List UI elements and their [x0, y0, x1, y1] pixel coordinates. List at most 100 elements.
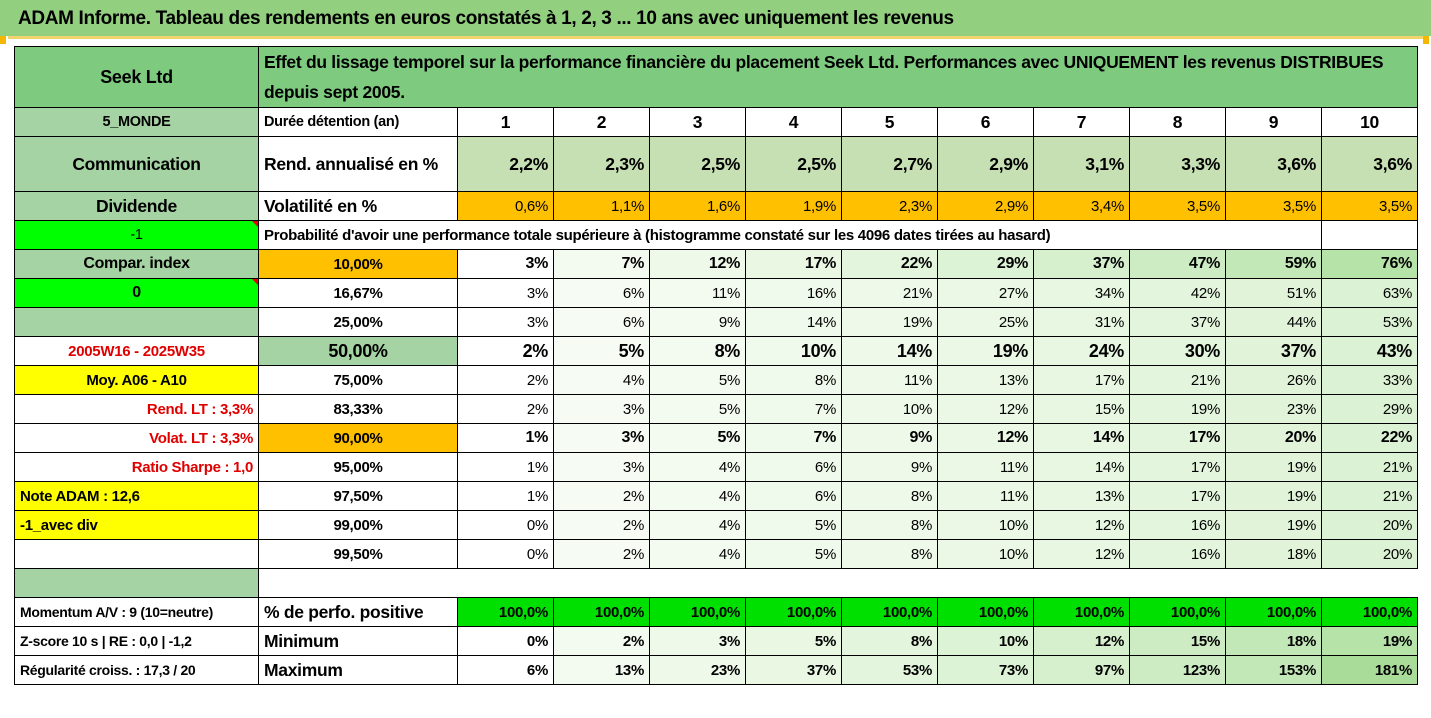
rend-value: 2,3% — [553, 136, 650, 192]
vol-value: 3,5% — [1225, 191, 1322, 221]
min-value: 3% — [649, 626, 746, 656]
max-value: 37% — [745, 655, 842, 685]
rend-value: 2,2% — [457, 136, 554, 192]
prob-value: 3% — [457, 278, 554, 308]
prob-value: 7% — [745, 423, 842, 453]
threshold-cell: 95,00% — [258, 452, 458, 482]
vol-value: 1,6% — [649, 191, 746, 221]
prob-value: 4% — [649, 452, 746, 482]
prob-value: 12% — [937, 394, 1034, 424]
prob-value: 5% — [649, 394, 746, 424]
side-pos-label: Momentum A/V : 9 (10=neutre) — [14, 597, 259, 627]
prob-value: 8% — [841, 539, 938, 569]
year-header: 10 — [1321, 107, 1418, 137]
prob-value: 8% — [745, 365, 842, 395]
rend-lt-label: Rend. LT : 3,3% — [14, 394, 259, 424]
prob-value: 14% — [745, 307, 842, 337]
prob-value: 37% — [1033, 249, 1130, 279]
rend-value: 2,5% — [745, 136, 842, 192]
year-header: 5 — [841, 107, 938, 137]
threshold-cell: 50,00% — [258, 336, 458, 366]
prob-value: 19% — [1225, 481, 1322, 511]
prob-value: 9% — [841, 423, 938, 453]
prob-value: 15% — [1033, 394, 1130, 424]
prob-value: 16% — [745, 278, 842, 308]
prob-value: 2% — [457, 365, 554, 395]
prob-value: 5% — [649, 423, 746, 453]
prob-value: 2% — [457, 336, 554, 366]
prob-value: 6% — [745, 452, 842, 482]
pos-label: % de perfo. positive — [258, 597, 458, 627]
max-value: 181% — [1321, 655, 1418, 685]
rend-value: 3,6% — [1225, 136, 1322, 192]
pos-value: 100,0% — [553, 597, 650, 627]
max-value: 6% — [457, 655, 554, 685]
prob-value: 76% — [1321, 249, 1418, 279]
prob-value: 16% — [1129, 510, 1226, 540]
year-header: 1 — [457, 107, 554, 137]
pos-value: 100,0% — [1033, 597, 1130, 627]
prob-value: 10% — [745, 336, 842, 366]
prob-value: 22% — [841, 249, 938, 279]
prob-value: 26% — [1225, 365, 1322, 395]
prob-value: 8% — [649, 336, 746, 366]
rend-value: 2,5% — [649, 136, 746, 192]
min-value: 2% — [553, 626, 650, 656]
prob-value: 6% — [745, 481, 842, 511]
min-value: 0% — [457, 626, 554, 656]
prob-value: 19% — [1129, 394, 1226, 424]
year-header: 4 — [745, 107, 842, 137]
sector-label: Communication — [14, 136, 259, 192]
prob-value: 44% — [1225, 307, 1322, 337]
prob-value: 53% — [1321, 307, 1418, 337]
prob-value: 6% — [553, 307, 650, 337]
prob-value: 51% — [1225, 278, 1322, 308]
max-value: 73% — [937, 655, 1034, 685]
prob-value: 27% — [937, 278, 1034, 308]
prob-value: 17% — [1129, 423, 1226, 453]
year-header: 8 — [1129, 107, 1226, 137]
empty-side-cell — [14, 539, 259, 569]
prob-value: 19% — [937, 336, 1034, 366]
prob-value: 42% — [1129, 278, 1226, 308]
zone-label: 5_MONDE — [14, 107, 259, 137]
prob-value: 17% — [745, 249, 842, 279]
prob-value: 11% — [937, 452, 1034, 482]
vol-label: Volatilité en % — [258, 191, 458, 221]
side-min-label: Z-score 10 s | RE : 0,0 | -1,2 — [14, 626, 259, 656]
flag-cell-2[interactable]: 0 — [14, 278, 259, 308]
prob-value: 11% — [937, 481, 1034, 511]
pos-value: 100,0% — [649, 597, 746, 627]
prob-value: 1% — [457, 481, 554, 511]
prob-value: 13% — [937, 365, 1034, 395]
vol-value: 1,1% — [553, 191, 650, 221]
compar-label: Compar. index — [14, 249, 259, 279]
prob-value: 12% — [649, 249, 746, 279]
prob-value: 5% — [649, 365, 746, 395]
flag-cell-1[interactable]: -1 — [14, 220, 259, 250]
prob-value: 22% — [1321, 423, 1418, 453]
div-label: -1_avec div — [14, 510, 259, 540]
prob-value: 4% — [553, 365, 650, 395]
prob-value: 33% — [1321, 365, 1418, 395]
prob-value: 5% — [553, 336, 650, 366]
rend-value: 3,6% — [1321, 136, 1418, 192]
prob-value: 25% — [937, 307, 1034, 337]
prob-value: 5% — [745, 539, 842, 569]
period-label: 2005W16 - 2025W35 — [14, 336, 259, 366]
prob-value: 20% — [1321, 539, 1418, 569]
prob-value: 9% — [841, 452, 938, 482]
gap-cell — [14, 568, 259, 598]
prob-value: 59% — [1225, 249, 1322, 279]
prob-value: 63% — [1321, 278, 1418, 308]
prob-value: 0% — [457, 510, 554, 540]
prob-value: 19% — [841, 307, 938, 337]
note-label: Note ADAM : 12,6 — [14, 481, 259, 511]
prob-value: 17% — [1129, 452, 1226, 482]
threshold-cell: 25,00% — [258, 307, 458, 337]
vol-value: 3,5% — [1321, 191, 1418, 221]
vol-value: 2,9% — [937, 191, 1034, 221]
prob-value: 29% — [1321, 394, 1418, 424]
prob-value: 10% — [937, 510, 1034, 540]
prob-value: 12% — [937, 423, 1034, 453]
